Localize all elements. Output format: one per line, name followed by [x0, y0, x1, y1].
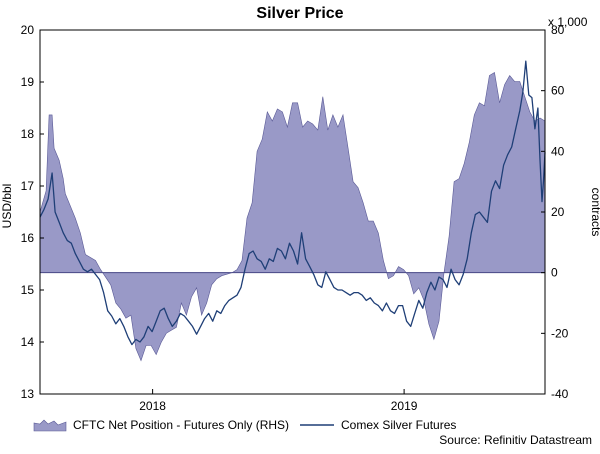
cftc-area — [39, 72, 546, 362]
right-axis-unit: x 1,000 — [548, 15, 588, 29]
right-tick-label: -20 — [551, 326, 569, 340]
left-axis-ticks: 13 14 15 16 17 18 19 20 — [21, 23, 44, 401]
left-tick-label: 19 — [21, 75, 35, 89]
comex-line-series — [39, 60, 546, 346]
left-tick-label: 20 — [21, 23, 35, 37]
x-tick-label: 2019 — [391, 399, 418, 413]
cftc-area-series — [39, 72, 546, 362]
x-axis-ticks: 2018 2019 — [139, 389, 418, 413]
legend: CFTC Net Position - Futures Only (RHS) C… — [33, 418, 456, 432]
right-axis-label: contracts — [589, 188, 600, 237]
right-tick-label: 20 — [551, 205, 565, 219]
legend-area-label: CFTC Net Position - Futures Only (RHS) — [73, 418, 289, 432]
legend-line-label: Comex Silver Futures — [341, 418, 456, 432]
left-tick-label: 17 — [21, 179, 35, 193]
right-axis-ticks: -40 -20 0 20 40 60 80 — [541, 23, 569, 401]
left-tick-label: 16 — [21, 231, 35, 245]
right-tick-label: 40 — [551, 144, 565, 158]
right-tick-label: 0 — [551, 266, 558, 280]
left-tick-label: 18 — [21, 127, 35, 141]
source-note: Source: Refinitiv Datastream — [439, 433, 592, 447]
left-tick-label: 15 — [21, 283, 35, 297]
right-tick-label: 80 — [551, 23, 565, 37]
right-tick-label: -40 — [551, 387, 569, 401]
comex-silver-line — [39, 60, 546, 346]
left-axis-label: USD/bbl — [0, 184, 14, 229]
left-tick-label: 14 — [21, 335, 35, 349]
legend-area-swatch — [33, 419, 67, 432]
left-tick-label: 13 — [21, 387, 35, 401]
chart-title: Silver Price — [256, 5, 343, 22]
right-tick-label: 60 — [551, 84, 565, 98]
x-tick-label: 2018 — [139, 399, 166, 413]
